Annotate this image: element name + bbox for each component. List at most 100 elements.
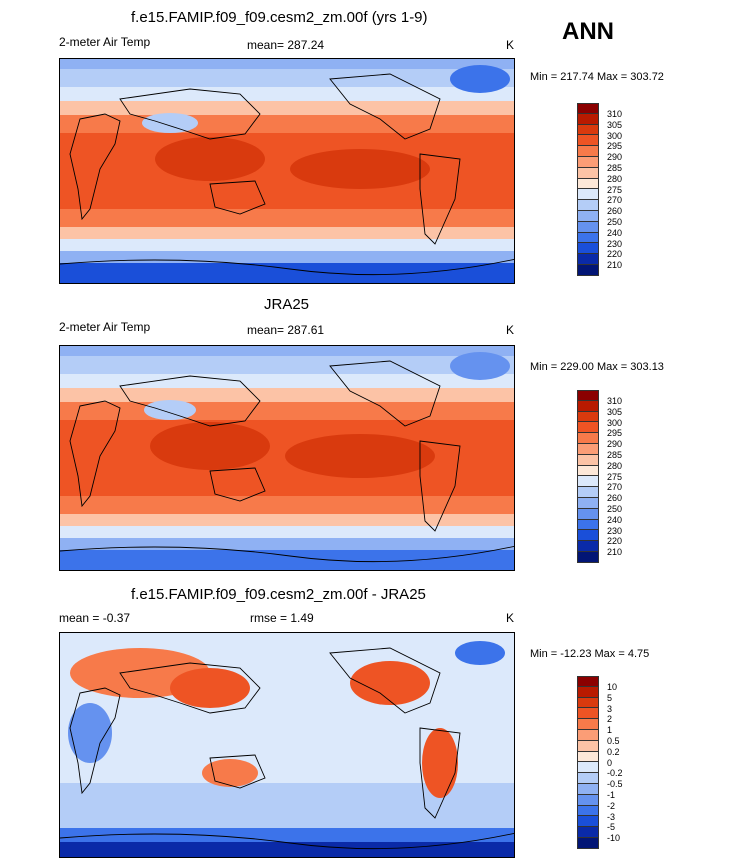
colorbar-3-tick-label: 1	[607, 725, 613, 736]
colorbar-2-tick-label: 290	[607, 439, 623, 450]
map-1-band-south-warm	[60, 209, 514, 227]
map-2-indian-warm-pool	[150, 422, 270, 470]
map-3-coastlines	[60, 647, 514, 850]
map-1-australia-coast	[209, 180, 266, 215]
colorbar-1-cell	[577, 189, 599, 201]
map-2-band-antarctic	[60, 550, 514, 570]
map-3-north-america-coast	[329, 647, 441, 714]
map-2-north-america-coast	[329, 360, 441, 427]
colorbar-1-tick-label: 240	[607, 227, 623, 238]
panel-2-mean-label: mean= 287.61	[247, 323, 325, 337]
colorbar-3-cell	[577, 773, 599, 784]
map-1-band-arctic	[60, 59, 514, 69]
colorbar-1-tick-label: 260	[607, 206, 623, 217]
colorbar-3-tick-label: 3	[607, 703, 613, 714]
colorbar-1-cell	[577, 200, 599, 211]
colorbar-2-tick-label: 220	[607, 536, 623, 547]
map-2-band-south-warm	[60, 496, 514, 514]
map-1-indian-warm-pool	[155, 137, 265, 181]
colorbar-3-cell	[577, 686, 599, 698]
colorbar-2-tick-label: 305	[607, 406, 623, 417]
colorbar-2-tick-label: 260	[607, 493, 623, 504]
colorbar-1-cell	[577, 103, 599, 114]
map-2-pacific-warm-pool	[285, 434, 435, 478]
map-1-band-tropics	[60, 133, 514, 209]
colorbar-3-cell	[577, 794, 599, 806]
map-1-band-cold	[60, 87, 514, 101]
colorbar-3-tick-label: 2	[607, 714, 613, 725]
map-3-south-america-coast	[419, 727, 461, 819]
colorbar-3-cell	[577, 676, 599, 687]
map-3-south-america-warm-bias	[422, 728, 458, 798]
panel-1-title: f.e15.FAMIP.f09_f09.cesm2_zm.00f (yrs 1-…	[131, 9, 428, 26]
colorbar-3-tick-label: -0.2	[607, 768, 623, 779]
map-1-north-america-coast	[329, 73, 441, 140]
map-2-eurasia-coast	[119, 375, 261, 427]
map-3-greenland-cold-bias	[455, 641, 505, 665]
colorbar-1-tick-label: 310	[607, 109, 623, 119]
colorbar-3-tick-label: 0	[607, 757, 613, 768]
colorbar-2-cell	[577, 422, 599, 434]
colorbar-1-tick-label: 300	[607, 130, 623, 141]
panel-1-map	[59, 58, 515, 284]
colorbar-2-cell	[577, 454, 599, 466]
colorbar-2-tick-label: 285	[607, 450, 623, 460]
panel-3-colorbar	[577, 676, 599, 849]
panel-2-left-label: 2-meter Air Temp	[59, 320, 151, 334]
colorbar-1-tick-label: 280	[607, 173, 623, 184]
map-2-south-america-coast	[419, 440, 461, 532]
colorbar-3-tick-label: -1	[607, 790, 616, 800]
panel-3-rmse-label: rmse = 1.49	[250, 611, 314, 625]
panel-3-map-svg	[60, 633, 514, 857]
colorbar-2-cell	[577, 541, 599, 552]
colorbar-2-tick-label: 270	[607, 482, 623, 493]
colorbar-2-cell	[577, 519, 599, 531]
map-2-band-south-mild	[60, 514, 514, 526]
panel-1-mean-label: mean= 287.24	[247, 38, 325, 52]
colorbar-2-tick-label: 210	[607, 547, 623, 558]
colorbar-1-tick-label: 295	[607, 141, 623, 152]
colorbar-1-cell	[577, 113, 599, 125]
colorbar-3-cell	[577, 816, 599, 828]
colorbar-3-tick-label: -10	[607, 833, 621, 844]
colorbar-1-tick-label: 275	[607, 184, 623, 195]
map-1-band-south-mild	[60, 227, 514, 239]
map-3-australia-warm-bias	[202, 759, 258, 787]
panel-1-map-svg	[60, 59, 514, 283]
colorbar-1-tick-label: 285	[607, 163, 623, 173]
colorbar-3-cell	[577, 719, 599, 730]
colorbar-3-cell	[577, 805, 599, 817]
map-1-greenland-cold	[450, 65, 510, 93]
map-1-pacific-warm-pool	[290, 149, 430, 189]
colorbar-3-cell	[577, 708, 599, 720]
colorbar-1-cell	[577, 264, 599, 276]
colorbar-2-cell	[577, 497, 599, 509]
colorbar-2-cell	[577, 476, 599, 488]
map-2-tibet-cold	[144, 400, 196, 420]
colorbar-2-tick-label: 295	[607, 428, 623, 439]
colorbar-1-tick-label: 290	[607, 152, 623, 163]
colorbar-3-tick-label: 5	[607, 692, 613, 703]
panel-2-map	[59, 345, 515, 571]
panel-3-title: f.e15.FAMIP.f09_f09.cesm2_zm.00f - JRA25	[131, 586, 426, 603]
colorbar-1-cell	[577, 254, 599, 265]
colorbar-1-tick-label: 230	[607, 238, 623, 249]
colorbar-1-cell	[577, 146, 599, 157]
map-1-band-warm	[60, 115, 514, 133]
colorbar-3-tick-label: -0.5	[607, 779, 623, 790]
colorbar-2-cell	[577, 411, 599, 423]
colorbar-3-cell	[577, 837, 599, 849]
colorbar-1-tick-label: 305	[607, 119, 623, 130]
map-1-band-antarctic	[60, 263, 514, 283]
map-2-coastlines	[60, 360, 514, 563]
map-2-africa-coast	[69, 400, 121, 508]
map-2-band-southern-ocean	[60, 538, 514, 550]
colorbar-3-cell	[577, 762, 599, 774]
colorbar-3-cell	[577, 827, 599, 838]
colorbar-2-cell	[577, 508, 599, 520]
colorbar-2-tick-label: 250	[607, 504, 623, 514]
colorbar-3-tick-label: -3	[607, 811, 616, 822]
colorbar-2-cell	[577, 443, 599, 455]
colorbar-1-cell	[577, 232, 599, 244]
map-1-tibet-cold	[142, 113, 198, 133]
